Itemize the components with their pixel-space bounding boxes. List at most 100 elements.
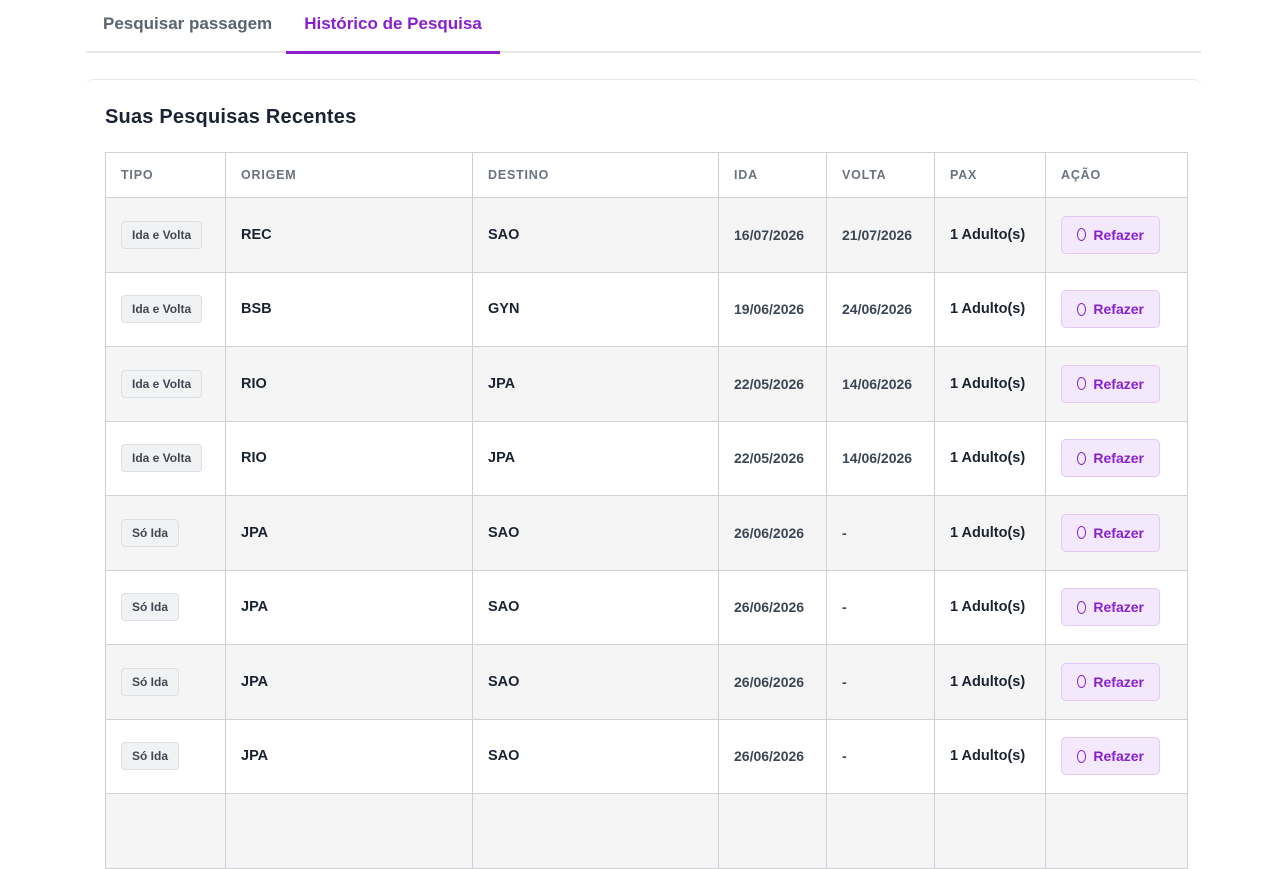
redo-button[interactable]: Refazer xyxy=(1061,588,1160,627)
table-cell xyxy=(826,793,935,869)
header-row: TIPO ORIGEM DESTINO IDA VOLTA PAX AÇÃO xyxy=(105,152,1188,198)
table-cell: 26/06/2026 xyxy=(718,644,827,720)
table-cell: Só Ida xyxy=(105,644,226,720)
table-row: Só Ida JPA SAO 26/06/2026-1 Adulto(s) Refaze… xyxy=(105,718,1188,794)
table-cell: 1 Adulto(s) xyxy=(934,718,1046,794)
table-cell: 1 Adulto(s) xyxy=(934,420,1046,496)
table-cell xyxy=(718,793,827,869)
table-row: Ida e Volta RIO JPA 22/05/2026 14/06/2026 1 A… xyxy=(105,346,1188,422)
redo-button[interactable]: Refazer xyxy=(1061,662,1160,701)
table-cell: Refazer xyxy=(1045,271,1188,347)
table-cell: Ida e Volta xyxy=(105,420,226,496)
table-cell: REC xyxy=(225,197,473,273)
table-cell: JPA xyxy=(225,644,473,720)
redo-button[interactable]: Refazer xyxy=(1061,215,1160,254)
type-badge: Só Ida xyxy=(121,742,180,771)
table-cell: 26/06/2026 xyxy=(718,718,827,794)
table-cell: - xyxy=(826,644,935,720)
table-row: Só Ida JPA SAO 26/06/2026-1 Adulto(s) Refaze… xyxy=(105,495,1188,571)
redo-icon xyxy=(1077,526,1087,540)
tab[interactable]: Pesquisar passagem xyxy=(103,14,273,33)
type-badge: Ida e Volta xyxy=(121,444,203,473)
table-cell xyxy=(1045,793,1188,869)
table-cell xyxy=(105,793,226,869)
section-title: Suas Pesquisas Recentes xyxy=(105,106,357,128)
table-cell: Ida e Volta xyxy=(105,271,226,347)
table-cell: SAO xyxy=(472,569,719,645)
table-row: Ida e Volta RIO JPA 22/05/2026 14/06/2026 1 A… xyxy=(105,420,1188,496)
table-cell: 26/06/2026 xyxy=(718,495,827,571)
table-cell: 1 Adulto(s) xyxy=(934,569,1046,645)
card xyxy=(86,79,1201,810)
table-cell: JPA xyxy=(472,346,719,422)
type-badge: Só Ida xyxy=(121,518,180,547)
page: Histórico de Pesquisa {"tabs": ["Pesquis… xyxy=(86,0,1201,869)
column-header: AÇÃO xyxy=(1045,152,1188,198)
table-cell: 1 Adulto(s) xyxy=(934,346,1046,422)
table-cell: Refazer xyxy=(1045,718,1188,794)
table-cell: BSB xyxy=(225,271,473,347)
table-cell: Ida e Volta xyxy=(105,346,226,422)
column-header: DESTINO xyxy=(472,152,719,198)
redo-label: Refazer xyxy=(1093,524,1144,541)
table-cell: Refazer xyxy=(1045,346,1188,422)
history-table: TIPO ORIGEM DESTINO IDA VOLTA PAX AÇÃO Ida e V… xyxy=(105,152,1188,869)
redo-button[interactable]: Refazer xyxy=(1061,513,1160,552)
table-cell: Refazer xyxy=(1045,197,1188,273)
table-row xyxy=(105,793,1188,869)
table-cell: 1 Adulto(s) xyxy=(934,271,1046,347)
column-header: IDA xyxy=(718,152,827,198)
table-cell: SAO xyxy=(472,197,719,273)
type-badge: Ida e Volta xyxy=(121,369,203,398)
redo-label: Refazer xyxy=(1093,599,1144,616)
table-cell: 22/05/2026 xyxy=(718,420,827,496)
redo-button[interactable]: Refazer xyxy=(1061,737,1160,776)
redo-label: Refazer xyxy=(1093,450,1144,467)
table-cell: Refazer xyxy=(1045,495,1188,571)
table-cell: Só Ida xyxy=(105,495,226,571)
tab-bar: Pesquisar passagem Histórico de Pesquisa xyxy=(86,0,1201,54)
redo-label: Refazer xyxy=(1093,375,1144,392)
body: Pesquisar passagem Histórico de Pesquisa… xyxy=(86,0,1201,869)
redo-icon xyxy=(1077,228,1087,242)
table-cell xyxy=(225,793,473,869)
table-cell: 16/07/2026 xyxy=(718,197,827,273)
table-cell: SAO xyxy=(472,644,719,720)
table-cell: SAO xyxy=(472,495,719,571)
table-cell: - xyxy=(826,495,935,571)
table-cell: 14/06/2026 xyxy=(826,346,935,422)
table-cell: - xyxy=(826,569,935,645)
column-header: ORIGEM xyxy=(225,152,473,198)
redo-button[interactable]: Refazer xyxy=(1061,364,1160,403)
table-cell: SAO xyxy=(472,718,719,794)
table-row: Ida e Volta BSB GYN 19/06/2026 24/06/2026 1 A… xyxy=(105,271,1188,347)
table-cell: 26/06/2026 xyxy=(718,569,827,645)
table-cell: RIO xyxy=(225,346,473,422)
redo-button[interactable]: Refazer xyxy=(1061,290,1160,329)
table-row: Só Ida JPA SAO 26/06/2026-1 Adulto(s) Refaze… xyxy=(105,569,1188,645)
type-badge: Só Ida xyxy=(121,593,180,622)
tab-active[interactable]: Histórico de Pesquisa xyxy=(286,14,500,54)
redo-icon xyxy=(1077,675,1087,689)
table-cell: JPA xyxy=(225,495,473,571)
table-cell: 24/06/2026 xyxy=(826,271,935,347)
table-cell: Refazer xyxy=(1045,569,1188,645)
table-cell: 1 Adulto(s) xyxy=(934,197,1046,273)
redo-icon xyxy=(1077,600,1087,614)
redo-label: Refazer xyxy=(1093,673,1144,690)
table-cell: Só Ida xyxy=(105,569,226,645)
column-header: PAX xyxy=(934,152,1046,198)
redo-icon xyxy=(1077,451,1087,465)
column-header: TIPO xyxy=(105,152,226,198)
redo-button[interactable]: Refazer xyxy=(1061,439,1160,478)
table-cell: JPA xyxy=(472,420,719,496)
table-cell xyxy=(472,793,719,869)
table-cell xyxy=(934,793,1046,869)
table-cell: Refazer xyxy=(1045,644,1188,720)
table-cell: JPA xyxy=(225,718,473,794)
redo-icon xyxy=(1077,749,1087,763)
table-cell: 14/06/2026 xyxy=(826,420,935,496)
redo-icon xyxy=(1077,377,1087,391)
table-cell: 22/05/2026 xyxy=(718,346,827,422)
table-cell: JPA xyxy=(225,569,473,645)
